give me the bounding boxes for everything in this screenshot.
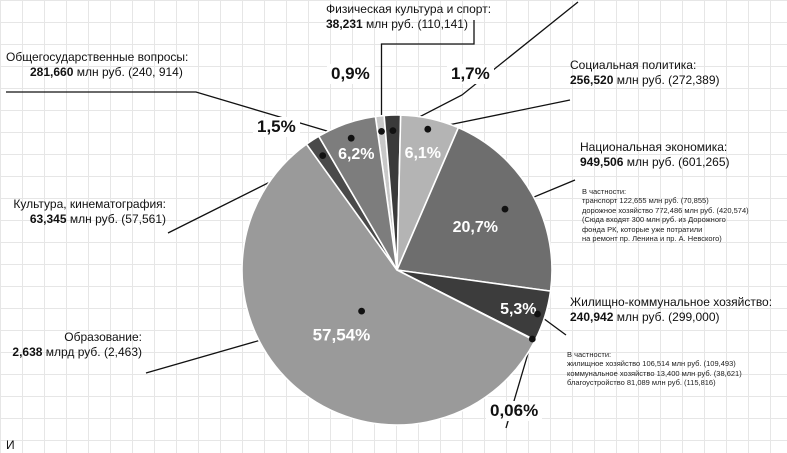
pie-pct-housing: 5,3% (500, 301, 536, 318)
label-general-value: 281,660 млн руб. (240, 914) (30, 65, 183, 79)
pie-slice-economy (395, 126, 553, 293)
leader-dot-social (424, 125, 432, 133)
pct-label-small-1: 1,7% (447, 64, 494, 84)
leader-dot-housing (534, 310, 541, 318)
leader-line-sport (380, 20, 475, 132)
pct-label-small-2: 0,06% (486, 401, 543, 421)
label-economy-name: Национальная экономика: (580, 140, 728, 154)
leader-dot-small-2 (528, 335, 536, 343)
label-culture-name: Культура, кинематография: (13, 197, 166, 211)
leader-dot-education (358, 307, 365, 315)
label-economy: Национальная экономика: 949,506 млн руб.… (580, 140, 730, 170)
pie-pct-education: 57,54% (313, 326, 371, 345)
label-sport-value: 38,231 млн руб. (110,141) (326, 17, 468, 31)
pie-slice-education (241, 143, 537, 426)
leader-dot-small-1 (389, 127, 397, 134)
leader-dot-economy (501, 205, 509, 213)
label-sport-name: Физическая культура и спорт: (326, 2, 492, 16)
label-economy-value: 949,506 млн руб. (601,265) (580, 155, 730, 169)
label-social-value: 256,520 млн руб. (272,389) (570, 73, 720, 87)
label-education-name: Образование: (64, 330, 142, 344)
label-housing: Жилищно-коммунальное хозяйство: 240,942 … (570, 295, 772, 325)
pie-pct-social: 6,1% (405, 145, 441, 162)
leader-dot-culture (319, 152, 327, 160)
leader-dot-general (347, 134, 355, 142)
label-education-value: 2,638 млрд руб. (2,463) (12, 345, 142, 359)
pie-inner-labels: 6,1% 20,7% 5,3% 57,54% 6,2% (313, 145, 537, 345)
label-social-name: Социальная политика: (570, 58, 697, 72)
leader-dots (319, 125, 541, 343)
note-economy: В частности: транспорт 122,655 млн руб. … (582, 187, 749, 243)
label-housing-value: 240,942 млн руб. (299,000) (570, 310, 720, 324)
label-culture: Культура, кинематография: 63,345 млн руб… (4, 197, 166, 227)
label-general: Общегосударственные вопросы: 281,660 млн… (6, 50, 188, 80)
label-sport: Физическая культура и спорт: 38,231 млн … (326, 2, 491, 32)
pct-label-sport: 0,9% (327, 64, 374, 84)
label-social: Социальная политика: 256,520 млн руб. (2… (570, 58, 720, 88)
leader-dot-sport (378, 127, 385, 135)
pie-slice-general (317, 115, 398, 271)
pie-pct-general: 6,2% (338, 146, 374, 163)
label-general-name: Общегосударственные вопросы: (6, 50, 189, 64)
pie-pct-economy: 20,7% (453, 219, 498, 236)
pct-label-culture: 1,5% (253, 117, 300, 137)
note-housing: В частности: жилищное хозяйство 106,514 … (567, 350, 742, 388)
cut-off-text: И (6, 438, 15, 452)
pie-slices (241, 114, 553, 426)
label-culture-value: 63,345 млн руб. (57,561) (29, 212, 166, 226)
label-education: Образование: 2,638 млрд руб. (2,463) (4, 330, 142, 360)
label-housing-name: Жилищно-коммунальное хозяйство: (570, 295, 773, 309)
